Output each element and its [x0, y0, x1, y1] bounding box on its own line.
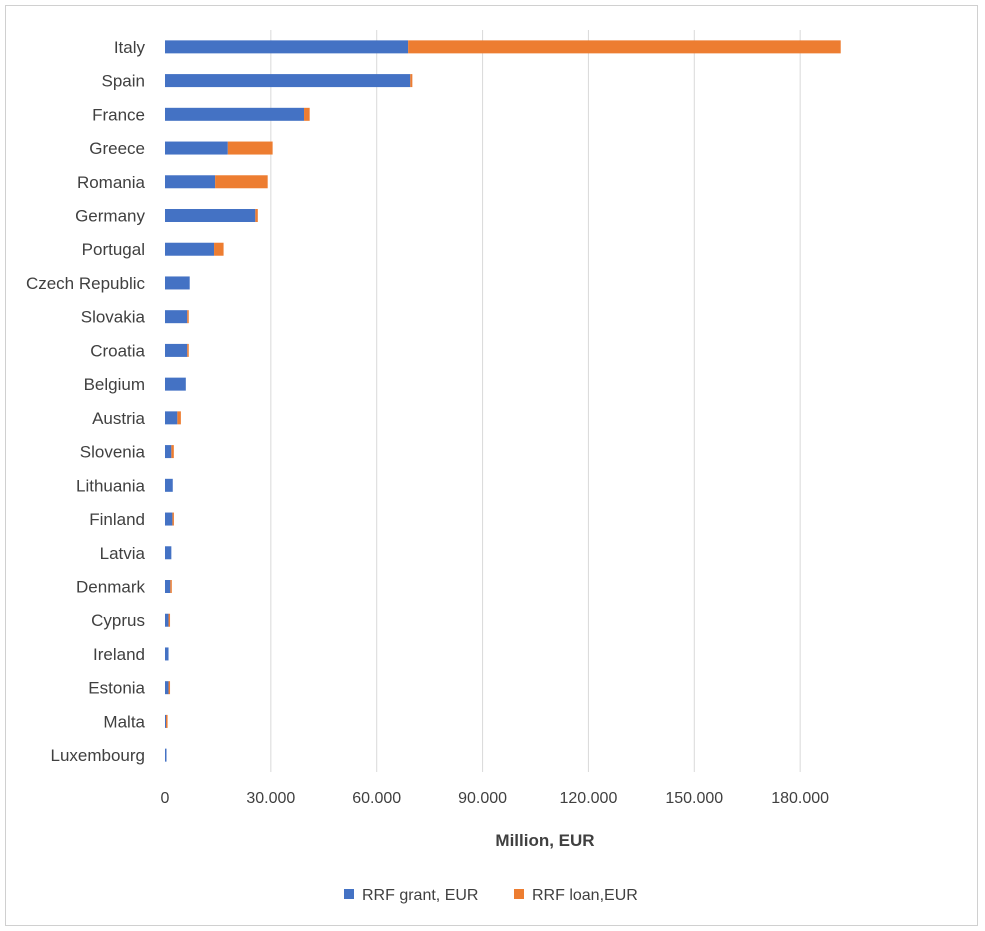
bar-loan-france	[304, 107, 310, 121]
category-label: Slovakia	[81, 308, 146, 327]
bar-grant-slovakia	[165, 310, 188, 324]
bar-grant-croatia	[165, 343, 188, 357]
legend: RRF grant, EUR RRF loan,EUR	[344, 887, 638, 904]
legend-label-grant: RRF grant, EUR	[362, 887, 478, 904]
bar-grant-slovenia	[165, 445, 172, 459]
bar-loan-croatia	[187, 343, 189, 357]
legend-swatch-loan	[514, 889, 524, 899]
bar-grant-latvia	[165, 546, 172, 560]
bar-grant-romania	[165, 175, 216, 189]
bar-loan-austria	[177, 411, 181, 425]
bar-grant-france	[165, 107, 305, 121]
legend-label-loan: RRF loan,EUR	[532, 887, 638, 904]
category-label: Czech Republic	[26, 274, 146, 293]
bar-grant-ireland	[165, 647, 169, 661]
bar-loan-finland	[172, 512, 174, 526]
gridlines	[270, 30, 801, 772]
category-label: Luxembourg	[50, 746, 145, 765]
legend-swatch-grant	[344, 889, 354, 899]
x-tick-label: 180.000	[771, 790, 829, 807]
category-label: Malta	[103, 712, 145, 731]
bar-grant-spain	[165, 74, 411, 88]
bar-loan-germany	[255, 209, 258, 222]
category-label: Finland	[89, 510, 145, 529]
category-label: Estonia	[88, 679, 145, 698]
bar-loan-italy	[408, 40, 841, 54]
category-label: Germany	[75, 207, 145, 226]
x-axis-title: Million, EUR	[495, 831, 594, 850]
bar-loan-romania	[215, 175, 268, 189]
bar-grant-malta	[165, 714, 167, 728]
category-label: Spain	[102, 72, 145, 91]
bar-grant-germany	[165, 209, 256, 222]
bar-grant-portugal	[165, 242, 215, 256]
bar-grant-cyprus	[165, 613, 169, 627]
bar-grant-belgium	[165, 377, 186, 391]
bar-grant-italy	[165, 40, 409, 54]
category-label: Italy	[114, 38, 146, 57]
category-label: Lithuania	[76, 476, 146, 495]
category-label: Portugal	[82, 240, 145, 259]
x-tick-label: 150.000	[665, 790, 723, 807]
x-tick-label: 120.000	[560, 790, 618, 807]
bar-loan-slovenia	[171, 445, 174, 459]
bar-loan-portugal	[214, 242, 224, 256]
category-label: Romania	[77, 173, 146, 192]
category-labels: Italy Spain France Greece Romania Germany Port…	[26, 38, 146, 765]
bar-loan-spain	[410, 74, 413, 88]
category-label: France	[92, 105, 145, 124]
category-label: Croatia	[90, 341, 145, 360]
bar-loan-cyprus	[168, 613, 171, 627]
bar-grant-estonia	[165, 681, 169, 695]
bars	[165, 40, 841, 762]
x-tick-label: 90.000	[458, 790, 507, 807]
category-label: Denmark	[76, 578, 145, 597]
category-label: Greece	[89, 139, 145, 158]
bar-loan-greece	[227, 141, 273, 155]
bar-grant-finland	[165, 512, 173, 526]
category-label: Belgium	[84, 375, 145, 394]
category-label: Cyprus	[91, 611, 145, 630]
bar-grant-denmark	[165, 580, 171, 593]
bar-grant-austria	[165, 411, 178, 425]
bar-grant-lithuania	[165, 478, 173, 492]
category-label: Latvia	[100, 544, 146, 563]
category-label: Ireland	[93, 645, 145, 664]
category-label: Austria	[92, 409, 145, 428]
bar-grant-czech-republic	[165, 276, 190, 290]
bar-grant-luxembourg	[165, 748, 167, 762]
bar-grant-greece	[165, 141, 228, 155]
bar-loan-estonia	[168, 681, 171, 695]
chart-frame	[5, 5, 978, 926]
x-tick-labels: 0 30.000 60.000 90.000 120.000 150.000 180.000	[161, 790, 830, 807]
x-tick-label: 30.000	[246, 790, 295, 807]
bar-loan-denmark	[170, 580, 172, 593]
bar-loan-malta	[166, 714, 168, 728]
bar-loan-slovakia	[187, 310, 189, 324]
x-tick-label: 0	[161, 790, 170, 807]
x-tick-label: 60.000	[352, 790, 401, 807]
category-label: Slovenia	[80, 443, 146, 462]
